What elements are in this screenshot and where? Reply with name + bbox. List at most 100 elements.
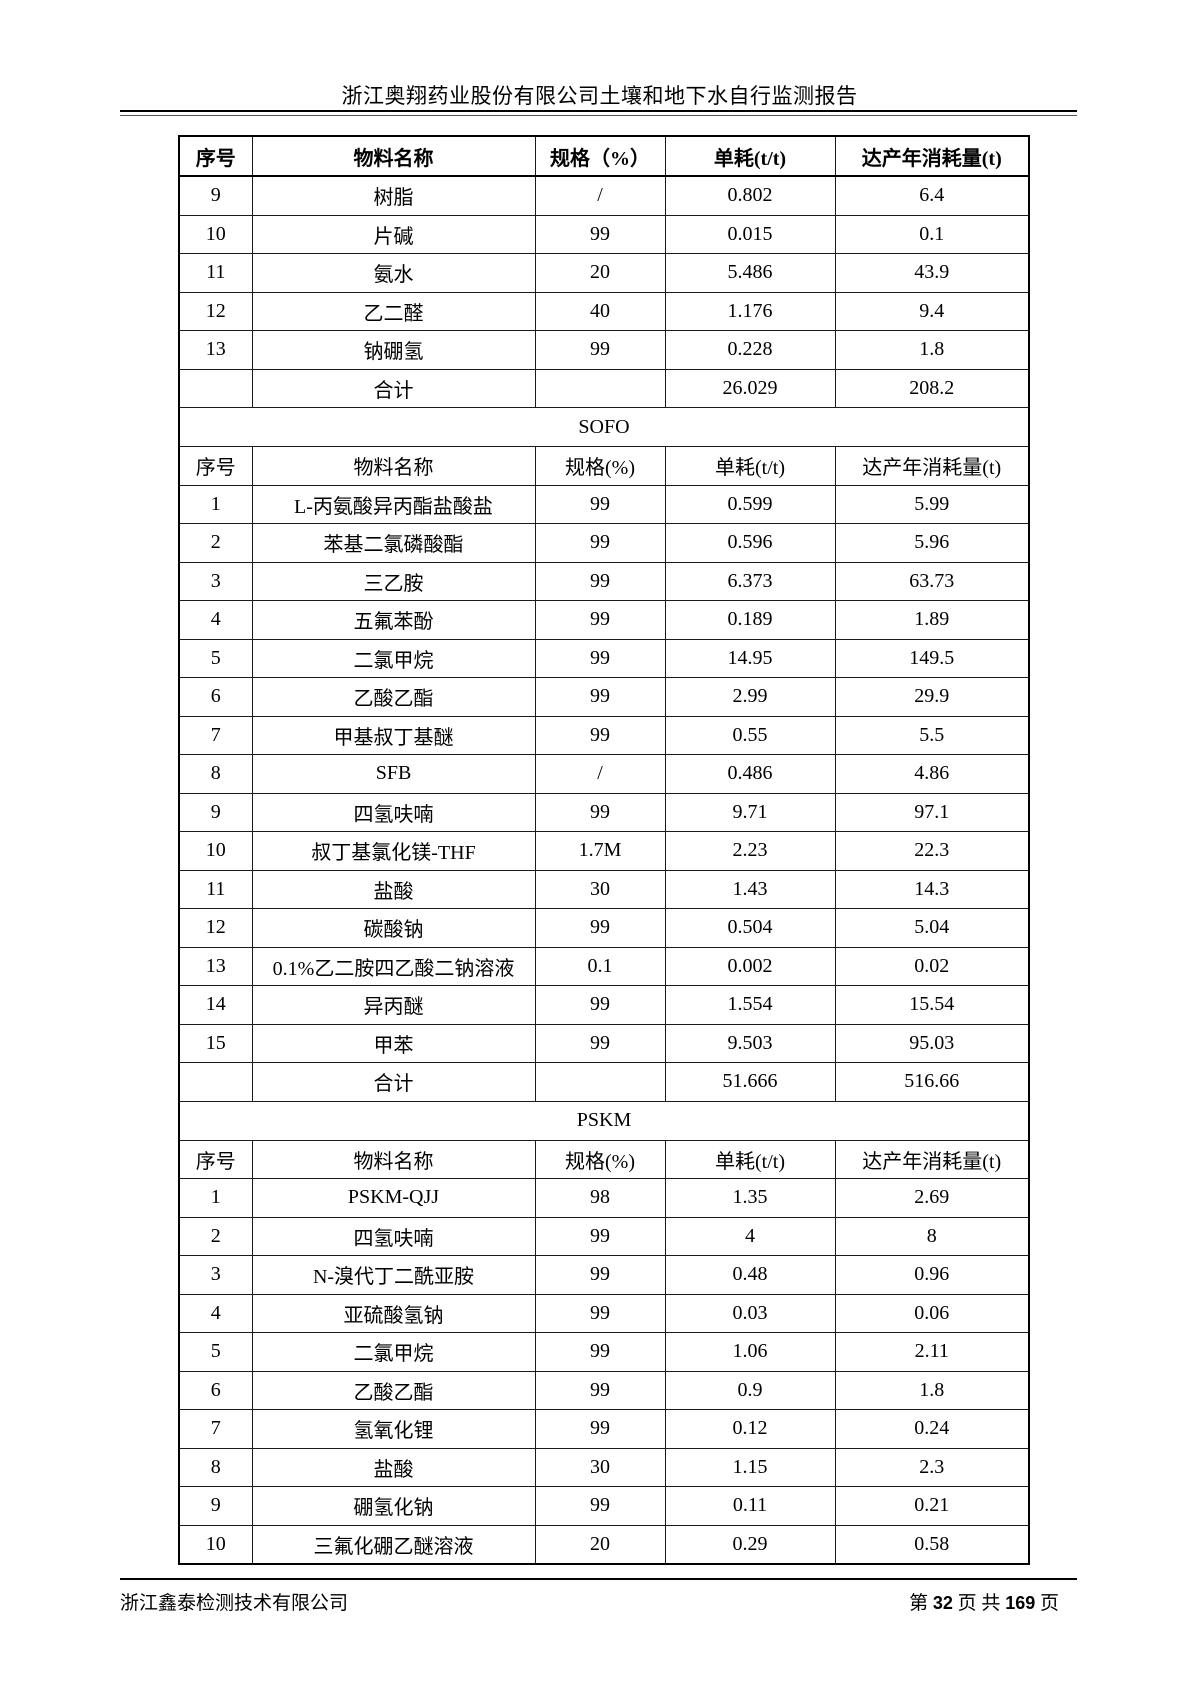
table-cell: 3	[178, 561, 253, 601]
table-cell: 4	[178, 1293, 253, 1333]
table-row: 7 甲基叔丁基醚 99 0.55 5.5	[178, 715, 1030, 755]
table-cell: 亚硫酸氢钠	[251, 1293, 536, 1333]
table-cell: 1.7M	[534, 831, 666, 871]
table-cell: 五氟苯酚	[251, 600, 536, 640]
table-row: 15 甲苯 99 9.503 95.03	[178, 1023, 1030, 1063]
table-row: 11 氨水 20 5.486 43.9	[178, 253, 1030, 293]
table-row: 9 硼氢化钠 99 0.11 0.21	[178, 1486, 1030, 1526]
table-cell: 1.35	[664, 1178, 836, 1218]
table-cell: 0.48	[664, 1255, 836, 1295]
table-cell: 0.015	[664, 214, 836, 254]
table-cell	[178, 1062, 253, 1102]
table-row: 2 四氢呋喃 99 4 8	[178, 1216, 1030, 1256]
table-cell: 10	[178, 1524, 253, 1565]
table-cell: 15.54	[834, 985, 1030, 1025]
table-cell: 20	[534, 1524, 666, 1565]
table-cell: 5.99	[834, 484, 1030, 524]
section-title: PSKM	[178, 1100, 1030, 1141]
table-cell: 4	[664, 1216, 836, 1256]
footer-divider	[120, 1578, 1077, 1580]
table-cell: 0.12	[664, 1409, 836, 1449]
table-cell: 10	[178, 214, 253, 254]
table-cell: 0.504	[664, 908, 836, 948]
table-cell: 2	[178, 1216, 253, 1256]
table-row: 10 片碱 99 0.015 0.1	[178, 214, 1030, 254]
table-cell: 甲苯	[251, 1023, 536, 1063]
table-cell	[178, 368, 253, 408]
table-cell: 99	[534, 1370, 666, 1410]
table-cell: 29.9	[834, 677, 1030, 717]
table-cell: 43.9	[834, 253, 1030, 293]
table-cell: 99	[534, 523, 666, 563]
table-cell: 15	[178, 1023, 253, 1063]
table-cell: 12	[178, 908, 253, 948]
table-cell: 14.3	[834, 869, 1030, 909]
table-cell: 516.66	[834, 1062, 1030, 1102]
column-header: 达产年消耗量(t)	[834, 135, 1030, 177]
table-cell: 四氢呋喃	[251, 1216, 536, 1256]
table-cell: 2.99	[664, 677, 836, 717]
table-cell: 5.96	[834, 523, 1030, 563]
table-cell: 14.95	[664, 638, 836, 678]
table-cell: 1.06	[664, 1332, 836, 1372]
table-row: 7 氢氧化锂 99 0.12 0.24	[178, 1409, 1030, 1449]
table-cell: 11	[178, 253, 253, 293]
table-cell: 99	[534, 214, 666, 254]
table-cell: /	[534, 175, 666, 216]
table-row: 5 二氯甲烷 99 1.06 2.11	[178, 1332, 1030, 1372]
table-cell: 1.89	[834, 600, 1030, 640]
footer-page-suffix: 页	[1039, 1593, 1059, 1614]
table-cell: 8	[178, 754, 253, 794]
table-cell: 三乙胺	[251, 561, 536, 601]
table-cell: 8	[834, 1216, 1030, 1256]
table-row: 1 L-丙氨酸异丙酯盐酸盐 99 0.599 5.99	[178, 484, 1030, 524]
table-cell: 片碱	[251, 214, 536, 254]
table-row: 6 乙酸乙酯 99 0.9 1.8	[178, 1370, 1030, 1410]
table-cell	[534, 368, 666, 408]
column-header-row: 序号 物料名称 规格(%) 单耗(t/t) 达产年消耗量(t)	[178, 1139, 1030, 1179]
table-cell: 1.8	[834, 1370, 1030, 1410]
column-header: 物料名称	[251, 1139, 536, 1179]
table-cell: 0.58	[834, 1524, 1030, 1565]
table-cell: 99	[534, 1255, 666, 1295]
table-cell: 1	[178, 1178, 253, 1218]
table-cell: 6.373	[664, 561, 836, 601]
column-header: 物料名称	[251, 446, 536, 486]
footer-page-total: 169	[1005, 1593, 1036, 1613]
table-cell: 40	[534, 291, 666, 331]
table-cell: 合计	[251, 1062, 536, 1102]
column-header: 规格(%)	[534, 1139, 666, 1179]
table-row: 9 树脂/0.802 6.4	[178, 175, 1030, 216]
page-footer: 浙江鑫泰检测技术有限公司 第 32 页 共 169 页	[120, 1588, 1077, 1615]
table-cell: 0.228	[664, 330, 836, 370]
table-row: 5 二氯甲烷 99 14.95 149.5	[178, 638, 1030, 678]
table-cell: 30	[534, 1447, 666, 1487]
table-row: 1 PSKM-QJJ 98 1.35 2.69	[178, 1178, 1030, 1218]
table-cell: 碳酸钠	[251, 908, 536, 948]
table-cell: 二氯甲烷	[251, 638, 536, 678]
table-row: 3 N-溴代丁二酰亚胺 99 0.48 0.96	[178, 1255, 1030, 1295]
table-cell: 3	[178, 1255, 253, 1295]
footer-page-indicator: 第 32 页 共 169 页	[909, 1588, 1077, 1615]
table-cell: 149.5	[834, 638, 1030, 678]
table-row: 合计 51.666 516.66	[178, 1062, 1030, 1102]
table-cell: 7	[178, 1409, 253, 1449]
table-cell: 0.1%乙二胺四乙酸二钠溶液	[251, 946, 536, 986]
column-header: 序号	[178, 1139, 253, 1179]
table-cell: 99	[534, 985, 666, 1025]
table-cell: 0.55	[664, 715, 836, 755]
table-cell: N-溴代丁二酰亚胺	[251, 1255, 536, 1295]
table-row: 10 叔丁基氯化镁-THF 1.7M 2.23 22.3	[178, 831, 1030, 871]
table-cell: 5	[178, 638, 253, 678]
table-cell: 二氯甲烷	[251, 1332, 536, 1372]
table-cell: 乙酸乙酯	[251, 1370, 536, 1410]
table-row: 3 三乙胺 99 6.373 63.73	[178, 561, 1030, 601]
table-row: 6 乙酸乙酯 99 2.99 29.9	[178, 677, 1030, 717]
table-cell: 0.29	[664, 1524, 836, 1565]
table-cell: 2.23	[664, 831, 836, 871]
table-cell: 12	[178, 291, 253, 331]
table-cell: 0.1	[534, 946, 666, 986]
table-row: 14 异丙醚 99 1.554 15.54	[178, 985, 1030, 1025]
table-cell: 7	[178, 715, 253, 755]
